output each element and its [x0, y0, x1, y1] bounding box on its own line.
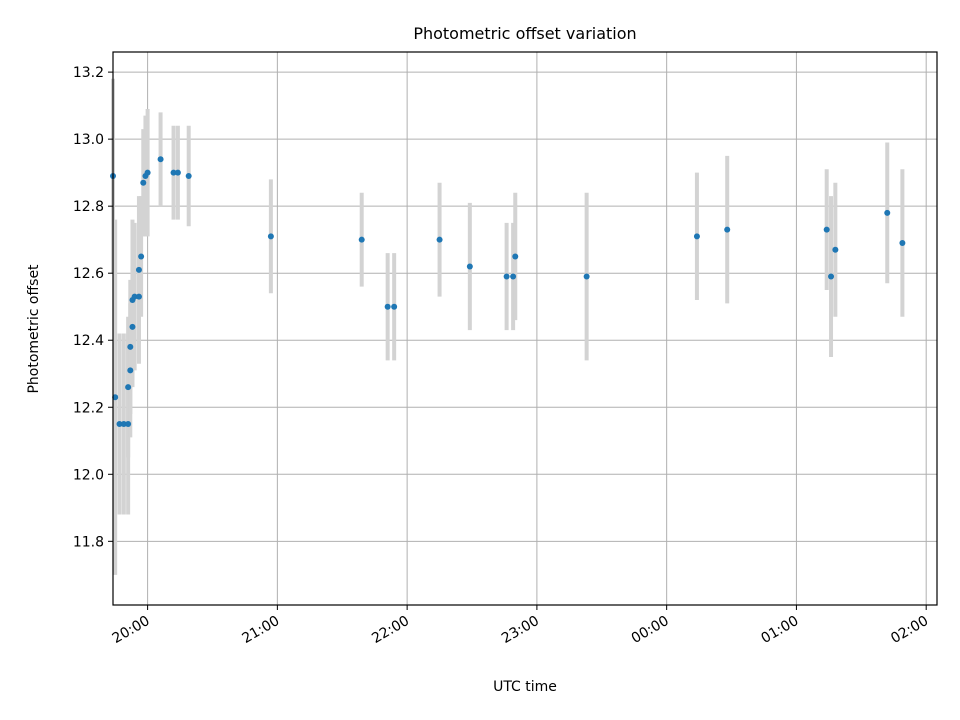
- y-tick-label: 12.2: [73, 400, 104, 416]
- data-point: [120, 421, 127, 428]
- data-point: [828, 273, 835, 280]
- data-point: [138, 253, 145, 260]
- data-point: [135, 266, 142, 273]
- plot-frame: [112, 51, 938, 606]
- grid: [113, 52, 937, 605]
- data-point: [157, 156, 164, 163]
- data-point: [267, 233, 274, 240]
- y-axis-label: Photometric offset: [26, 264, 42, 394]
- y-axis: 11.8 12.0 12.2 12.4 12.6 12.8 13.0 13.2: [73, 65, 113, 550]
- data-point: [174, 169, 181, 176]
- data-point: [391, 303, 398, 310]
- y-tick-label: 12.6: [73, 266, 104, 282]
- data-point: [436, 236, 443, 243]
- y-tick-label: 12.4: [73, 333, 104, 349]
- data-point: [503, 273, 510, 280]
- data-point: [112, 394, 119, 401]
- data-point: [170, 169, 177, 176]
- data-point: [693, 233, 700, 240]
- data-point: [129, 323, 136, 330]
- data-point: [127, 343, 134, 350]
- data-point: [116, 421, 123, 428]
- data-point: [125, 421, 132, 428]
- data-points: [110, 156, 906, 428]
- y-tick-label: 13.0: [73, 132, 104, 148]
- data-point: [144, 169, 151, 176]
- data-point: [131, 293, 138, 300]
- data-point: [512, 253, 519, 260]
- y-tick-label: 13.2: [73, 65, 104, 81]
- data-point: [125, 384, 132, 391]
- data-point: [185, 173, 192, 180]
- data-point: [358, 236, 365, 243]
- y-tick-label: 11.8: [73, 534, 104, 550]
- data-point: [466, 263, 473, 270]
- data-point: [583, 273, 590, 280]
- data-point: [884, 209, 891, 216]
- data-point: [724, 226, 731, 233]
- data-point: [899, 240, 906, 247]
- y-tick-label: 12.0: [73, 467, 104, 483]
- data-point: [140, 179, 147, 186]
- data-point: [832, 246, 839, 253]
- data-point: [127, 367, 134, 374]
- x-axis-label: UTC time: [493, 679, 557, 695]
- chart-title: Photometric offset variation: [413, 24, 636, 43]
- data-point: [135, 293, 142, 300]
- data-point: [510, 273, 517, 280]
- data-point: [823, 226, 830, 233]
- data-point: [384, 303, 391, 310]
- y-tick-label: 12.8: [73, 199, 104, 215]
